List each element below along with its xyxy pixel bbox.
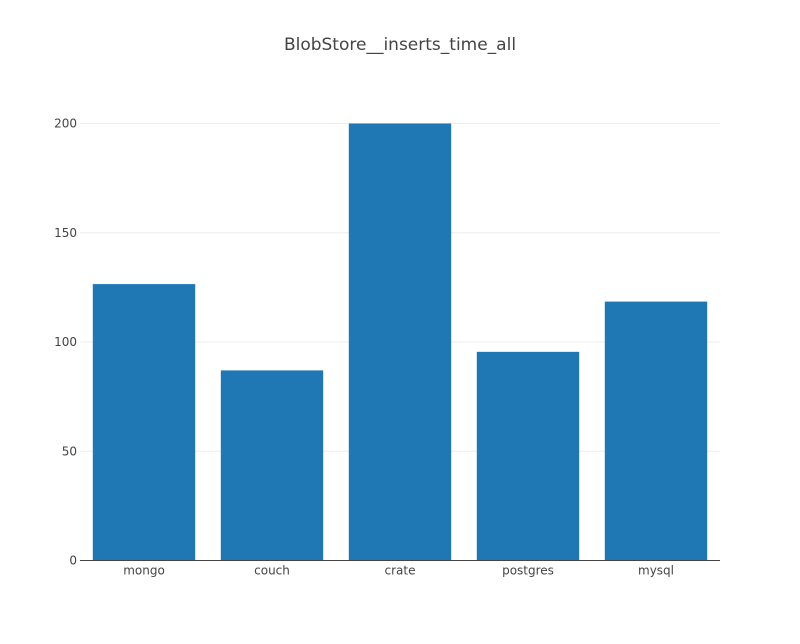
y-tick-label: 150 [54, 226, 77, 240]
bar-mongo [92, 284, 196, 561]
bar-postgres [476, 351, 580, 561]
bar-mysql [604, 301, 708, 561]
x-tick-label-postgres: postgres [502, 564, 554, 578]
y-tick-label: 50 [62, 444, 77, 458]
x-tick-label-crate: crate [385, 564, 416, 578]
y-tick-label: 200 [54, 117, 77, 131]
bar-couch [220, 370, 324, 561]
x-axis-ticks: mongo couch crate postgres mysql [123, 564, 674, 578]
x-tick-label-mysql: mysql [638, 564, 674, 578]
bars [92, 123, 708, 561]
y-tick-label: 100 [54, 335, 77, 349]
bar-crate [348, 123, 452, 561]
x-tick-label-mongo: mongo [123, 564, 165, 578]
y-tick-label: 0 [69, 554, 77, 568]
x-tick-label-couch: couch [254, 564, 290, 578]
chart-title: BlobStore__inserts_time_all [284, 35, 516, 55]
y-axis-ticks: 0 50 100 150 200 [54, 117, 77, 568]
